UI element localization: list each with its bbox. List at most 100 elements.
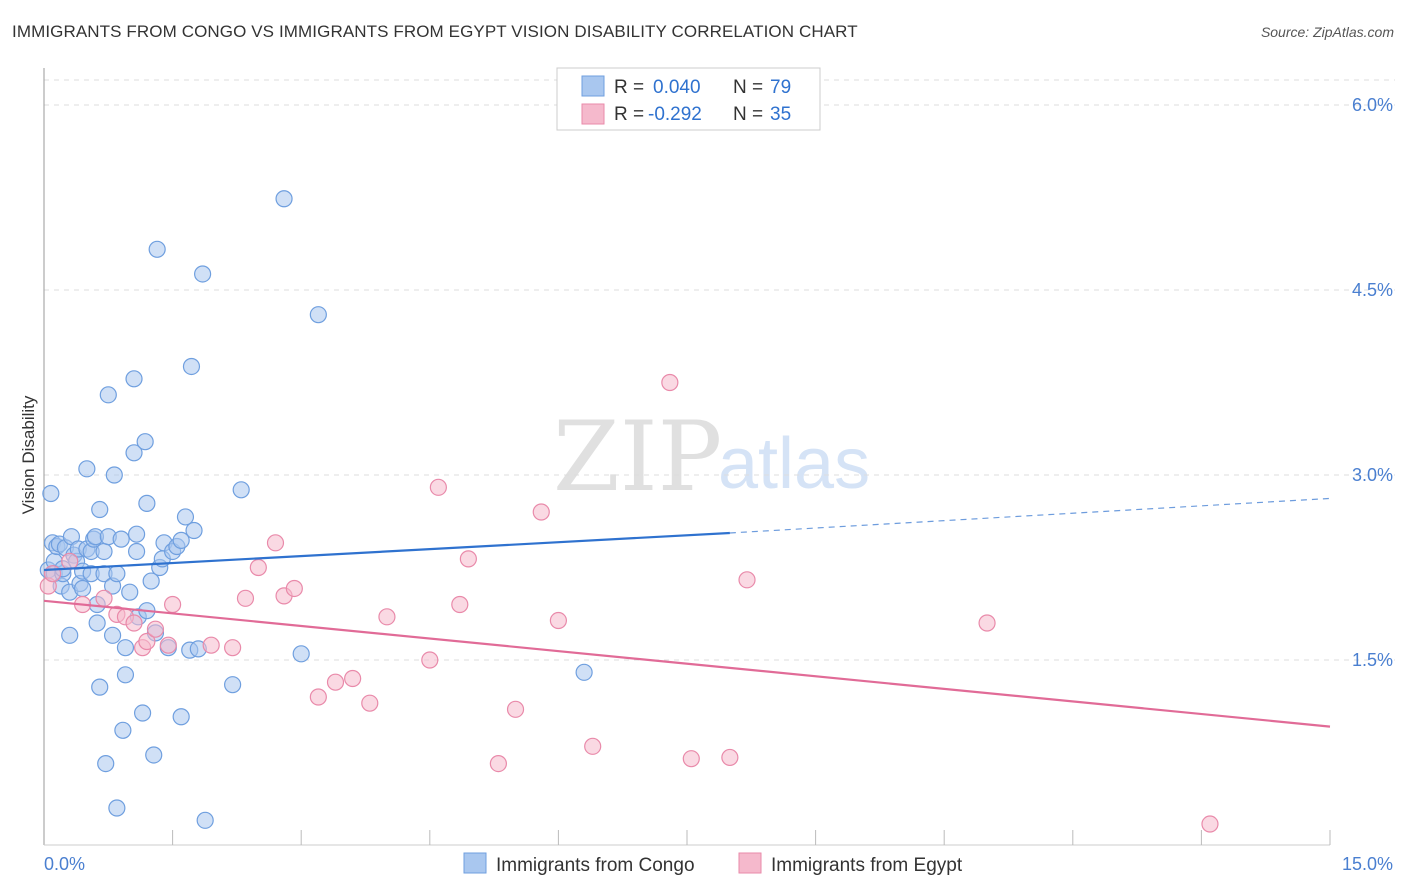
legend-swatch-egypt — [581, 103, 605, 125]
trend-line-congo — [43, 531, 730, 572]
egypt-point — [61, 552, 79, 570]
egypt-point — [266, 534, 285, 552]
egypt-point — [549, 611, 568, 630]
legend-n-value-egypt: 35 — [770, 104, 791, 125]
congo-point — [224, 676, 242, 694]
congo-point — [176, 508, 195, 526]
congo-point — [148, 240, 166, 258]
congo-point — [182, 357, 201, 376]
egypt-point — [146, 620, 165, 638]
egypt-point — [506, 700, 525, 718]
egypt-point — [532, 503, 550, 521]
egypt-point — [682, 750, 700, 768]
congo-point — [99, 386, 117, 404]
congo-point — [232, 481, 250, 499]
gridlines — [44, 79, 1395, 661]
congo-point — [116, 639, 135, 657]
trend-line-egypt — [43, 599, 1331, 728]
source-note: Source: ZipAtlas.com — [1260, 24, 1394, 40]
congo-point — [275, 190, 293, 208]
congo-point — [61, 626, 79, 644]
egypt-point — [584, 737, 602, 755]
congo-point — [114, 721, 132, 739]
x-tick-label-max: 15.0% — [1342, 854, 1393, 874]
legend-r-label-congo: R = — [614, 77, 644, 98]
congo-point — [125, 444, 143, 462]
y-axis-tick-labels: 1.5% 3.0% 4.5% 6.0% — [1352, 95, 1393, 670]
series-legend-swatch-egypt — [738, 852, 762, 874]
legend-r-value-egypt: -0.292 — [648, 104, 702, 125]
legend-correlation: R = 0.040 N = 79 R = -0.292 N = 35 — [556, 67, 821, 131]
y-tick-label: 6.0% — [1352, 95, 1393, 115]
congo-point — [112, 530, 130, 548]
y-tick-label: 1.5% — [1352, 650, 1393, 670]
y-tick-label: 4.5% — [1352, 280, 1393, 300]
congo-point — [172, 708, 190, 726]
congo-point — [138, 494, 156, 512]
egypt-point — [978, 614, 996, 632]
egypt-point — [249, 558, 267, 577]
egypt-point — [164, 595, 182, 614]
congo-point — [105, 466, 123, 484]
legend-n-label-congo: N = — [733, 77, 763, 98]
congo-point — [127, 542, 146, 561]
congo-point — [125, 370, 143, 388]
congo-point — [145, 746, 163, 764]
egypt-point — [738, 571, 756, 589]
congo-point — [97, 754, 115, 773]
egypt-point — [429, 478, 447, 496]
congo-point — [73, 579, 92, 598]
trend-lines — [43, 497, 1331, 728]
egypt-point — [236, 589, 255, 607]
egypt-point — [344, 669, 362, 688]
legend-n-label-egypt: N = — [733, 104, 763, 125]
egypt-point — [661, 373, 679, 392]
congo-point — [309, 306, 327, 324]
egypt-point — [125, 614, 143, 632]
legend-r-value-congo: 0.040 — [653, 77, 701, 98]
egypt-point — [138, 632, 156, 651]
x-axis-tick-labels: 0.0% 15.0% — [44, 854, 1393, 874]
congo-point — [194, 265, 212, 283]
congo-point — [196, 811, 214, 829]
watermark-zip: ZIP — [553, 401, 722, 513]
egypt-point — [202, 636, 220, 654]
congo-point — [78, 460, 96, 478]
egypt-point — [309, 688, 327, 706]
chart-title: IMMIGRANTS FROM CONGO VS IMMIGRANTS FROM… — [12, 22, 858, 41]
congo-point — [136, 433, 154, 451]
series-legend-label-egypt: Immigrants from Egypt — [771, 855, 963, 876]
congo-point — [88, 614, 106, 632]
congo-point — [172, 531, 190, 549]
congo-point — [42, 484, 60, 503]
congo-point — [575, 663, 593, 681]
series-legend: Immigrants from Congo Immigrants from Eg… — [463, 852, 963, 876]
egypt-point — [159, 636, 177, 654]
congo-point — [121, 583, 139, 601]
congo-point — [292, 645, 310, 663]
egypt-point — [95, 589, 113, 607]
series-congo-points — [39, 190, 593, 829]
congo-point — [142, 572, 160, 590]
congo-point — [91, 500, 109, 519]
congo-point — [91, 678, 109, 696]
egypt-point — [489, 754, 507, 773]
trend-line-congo-extension — [729, 497, 1331, 534]
congo-point — [116, 666, 135, 684]
congo-point — [95, 542, 113, 561]
y-tick-label: 3.0% — [1352, 465, 1393, 485]
legend-swatch-congo — [581, 75, 605, 97]
congo-point — [185, 521, 203, 540]
legend-r-label-egypt: R = — [614, 104, 644, 125]
egypt-point — [285, 579, 303, 598]
congo-point — [108, 565, 126, 583]
y-axis-title: Vision Disability — [19, 395, 38, 514]
egypt-point — [421, 651, 439, 669]
series-legend-label-congo: Immigrants from Congo — [496, 855, 695, 876]
series-legend-swatch-congo — [463, 852, 487, 874]
egypt-point — [326, 673, 345, 691]
x-axis-ticks — [172, 830, 1331, 845]
egypt-point — [361, 694, 379, 712]
congo-point — [108, 799, 126, 817]
